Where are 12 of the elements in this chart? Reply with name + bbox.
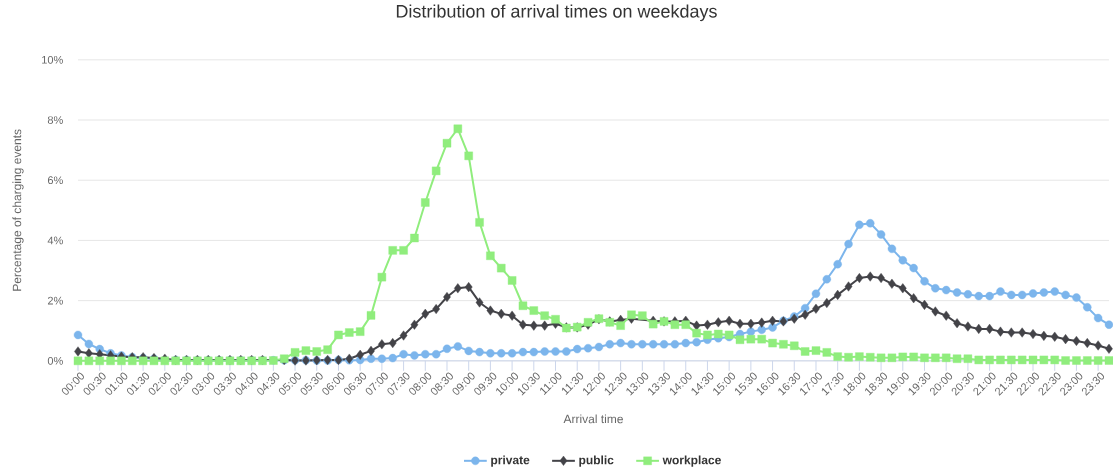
- y-tick-label: 6%: [47, 176, 63, 185]
- y-tick-label: 4%: [47, 236, 63, 245]
- y-tick-label: 10%: [42, 56, 63, 64]
- x-axis-title: Arrival time: [563, 414, 623, 424]
- chart-title: Distribution of arrival times on weekdays: [396, 4, 717, 22]
- y-axis-title: Percentage of charging events: [12, 129, 24, 291]
- legend-label: private: [491, 455, 530, 467]
- y-tick-label: 0%: [47, 357, 63, 365]
- legend-label: public: [579, 455, 614, 467]
- legend-label: workplace: [662, 455, 721, 467]
- y-tick-label: 2%: [47, 297, 63, 305]
- y-tick-label: 8%: [47, 116, 63, 125]
